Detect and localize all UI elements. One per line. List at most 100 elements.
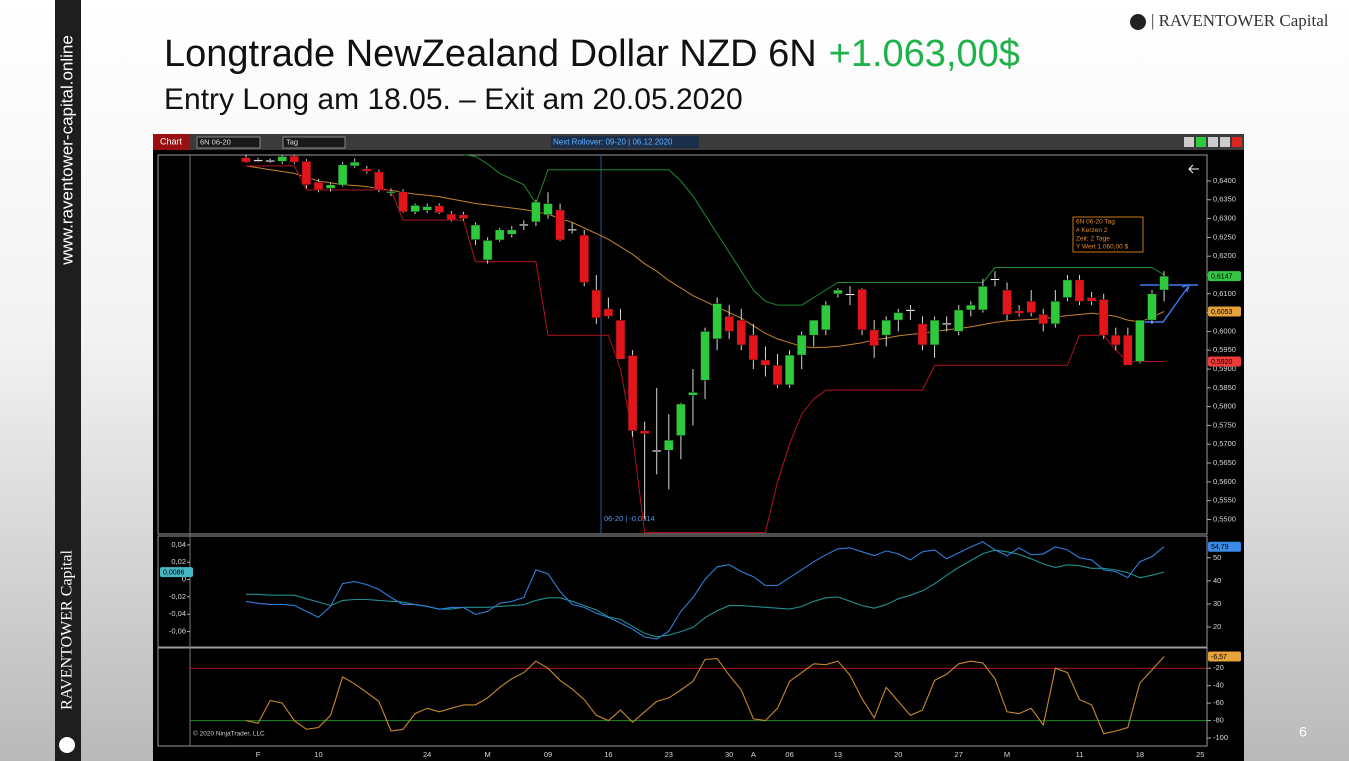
- candle-body: [362, 168, 372, 172]
- candle-body: [1159, 275, 1169, 291]
- price-marker-label: 0,0086: [163, 569, 185, 576]
- logo: | RAVENTOWER Capital: [1151, 11, 1329, 30]
- x-tick-label: 11: [1076, 750, 1084, 759]
- x-tick-label: 24: [423, 750, 431, 759]
- y-tick-label: 0,6250: [1213, 232, 1236, 241]
- y-tick-label: -20: [1213, 663, 1224, 672]
- window-button[interactable]: [1184, 137, 1194, 147]
- candle-body: [265, 160, 275, 163]
- y-tick-label: 0,5650: [1213, 458, 1236, 467]
- info-box: [1072, 216, 1144, 253]
- candle-body: [458, 214, 469, 219]
- close-button[interactable]: [1232, 137, 1242, 147]
- rollover-annotation: 06-20 | -0,0014: [604, 514, 655, 523]
- x-tick-label: 10: [314, 750, 322, 759]
- candle-body: [700, 331, 710, 381]
- x-tick-label: A: [751, 750, 756, 759]
- y-tick-label: 0,6000: [1213, 326, 1236, 335]
- candle-body: [470, 224, 481, 240]
- candle-body: [579, 234, 589, 283]
- x-tick-label: 13: [834, 750, 842, 759]
- tab-label[interactable]: Chart: [160, 136, 183, 146]
- y-tick-label: 0,04: [171, 540, 186, 549]
- oscillator-panel: [157, 535, 1208, 648]
- x-tick-label: M: [1004, 750, 1010, 759]
- info-line: # Kerzen 2: [1076, 227, 1108, 234]
- candle-body: [784, 354, 795, 386]
- candle-body: [615, 319, 626, 360]
- candle-body: [494, 229, 505, 241]
- y-tick-label: 0,5850: [1213, 383, 1236, 392]
- candle-body: [953, 309, 964, 332]
- candle-body: [410, 205, 420, 213]
- window-button[interactable]: [1196, 137, 1206, 147]
- y-tick-label: -80: [1213, 716, 1224, 725]
- y-tick-label: 0,5600: [1213, 477, 1236, 486]
- candle-body: [712, 303, 722, 340]
- y-tick-label: 0,5750: [1213, 420, 1236, 429]
- candle-body: [603, 308, 614, 317]
- candle-body: [1123, 334, 1133, 366]
- y-tick-label: 0,6300: [1213, 214, 1236, 223]
- y-tick-label: -40: [1213, 681, 1224, 690]
- sidebar-logo: [59, 737, 75, 753]
- channel-line: [245, 165, 1165, 349]
- percent-r-panel: [157, 647, 1208, 747]
- x-tick-label: 06: [785, 750, 793, 759]
- candle-body: [676, 403, 686, 436]
- info-line: Zeit: 2 Tage: [1076, 235, 1110, 242]
- y-tick-label: 0,6350: [1213, 195, 1236, 204]
- candle-body: [941, 322, 952, 325]
- candle-body: [651, 450, 662, 453]
- candle-body: [796, 334, 807, 356]
- candle-body: [446, 213, 457, 221]
- candle-body: [809, 319, 819, 336]
- candle-body: [857, 289, 867, 331]
- sidebar-brand: RAVENTOWER Capital: [59, 550, 76, 710]
- x-tick-label: F: [256, 750, 261, 759]
- period-select[interactable]: [282, 136, 346, 149]
- candle-body: [1038, 314, 1049, 325]
- x-tick-label: 23: [665, 750, 673, 759]
- price-marker-label: 54,79: [1211, 544, 1229, 551]
- period[interactable]: Tag: [286, 137, 298, 146]
- instrument[interactable]: 6N 06-20: [200, 137, 231, 146]
- candle-body: [929, 319, 940, 346]
- candle-body: [1111, 334, 1121, 346]
- title-text: Longtrade NewZealand Dollar NZD 6N: [164, 33, 817, 75]
- window-button[interactable]: [1220, 137, 1230, 147]
- price-marker: [1208, 271, 1241, 282]
- channel-line: [463, 154, 1165, 306]
- back-arrow[interactable]: [1188, 164, 1199, 174]
- page-number: 6: [1299, 724, 1307, 740]
- y-tick-label: -0,02: [169, 592, 186, 601]
- candle-body: [760, 359, 771, 366]
- y-tick-label: 0,5500: [1213, 514, 1236, 523]
- x-tick-label: 16: [604, 750, 612, 759]
- info-line: Y Wert 1.060,00 $: [1076, 244, 1129, 251]
- copyright: © 2020 NinjaTrader, LLC: [193, 730, 265, 738]
- price-panel: [157, 154, 1208, 535]
- window-button[interactable]: [1208, 137, 1218, 147]
- candle-body: [482, 240, 493, 261]
- candle-body: [313, 181, 324, 191]
- candle-body: [507, 229, 517, 235]
- price-marker-label: 0,6053: [1211, 309, 1233, 316]
- candle-body: [688, 392, 698, 396]
- candle-body: [241, 157, 251, 163]
- instrument-select[interactable]: [196, 136, 261, 149]
- info-line: 6N 06-20 Tag: [1076, 219, 1115, 226]
- y-tick-label: 0,6200: [1213, 251, 1236, 260]
- y-tick-label: -100: [1213, 733, 1228, 742]
- y-tick-label: 0,5800: [1213, 402, 1236, 411]
- candle-body: [1098, 299, 1109, 336]
- sidebar-url: www.raventower-capital.online: [57, 35, 76, 266]
- candle-body: [374, 171, 384, 191]
- candle-body: [990, 278, 1000, 281]
- tab[interactable]: [153, 134, 190, 150]
- title: Longtrade NewZealand Dollar NZD 6N +1.063…: [164, 33, 1020, 75]
- candle-body: [1062, 279, 1073, 298]
- price-marker-label: 0,6147: [1211, 273, 1233, 280]
